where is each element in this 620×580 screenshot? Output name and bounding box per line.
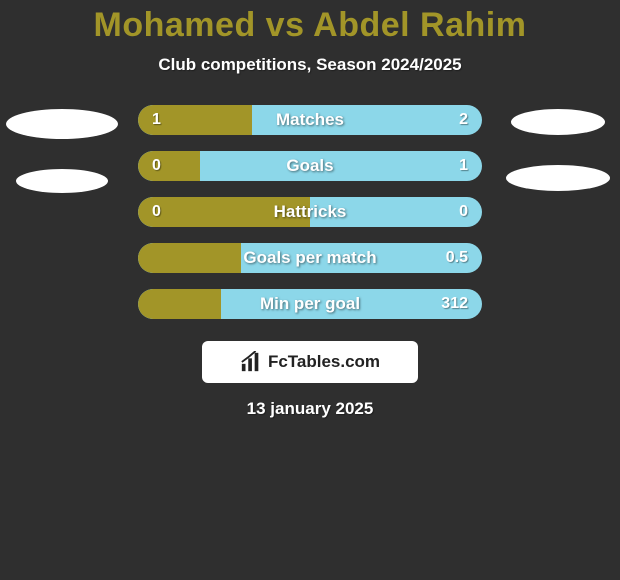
page-title: Mohamed vs Abdel Rahim (0, 0, 620, 45)
stat-label: Min per goal (138, 294, 482, 314)
stat-bar: 0Goals1 (138, 151, 482, 181)
stat-label: Goals per match (138, 248, 482, 268)
left-player-column (2, 105, 122, 193)
stat-bar: Goals per match0.5 (138, 243, 482, 273)
player-ellipse (511, 109, 605, 135)
comparison-infographic: Mohamed vs Abdel Rahim Club competitions… (0, 0, 620, 580)
player-ellipse (506, 165, 610, 191)
stat-bar: 0Hattricks0 (138, 197, 482, 227)
comparison-area: 1Matches2 0Goals1 0Hattricks0 Goals per mat… (0, 105, 620, 319)
stat-bar: Min per goal312 (138, 289, 482, 319)
stat-bar: 1Matches2 (138, 105, 482, 135)
logo-text: FcTables.com (268, 352, 380, 372)
date-text: 13 january 2025 (0, 399, 620, 419)
chart-icon (240, 351, 262, 373)
stat-bars: 1Matches2 0Goals1 0Hattricks0 Goals per mat… (138, 105, 482, 319)
player-ellipse (6, 109, 118, 139)
stat-label: Matches (138, 110, 482, 130)
stat-label: Goals (138, 156, 482, 176)
source-logo: FcTables.com (202, 341, 418, 383)
stat-label: Hattricks (138, 202, 482, 222)
page-subtitle: Club competitions, Season 2024/2025 (0, 55, 620, 75)
player-ellipse (16, 169, 108, 193)
right-player-column (498, 105, 618, 191)
